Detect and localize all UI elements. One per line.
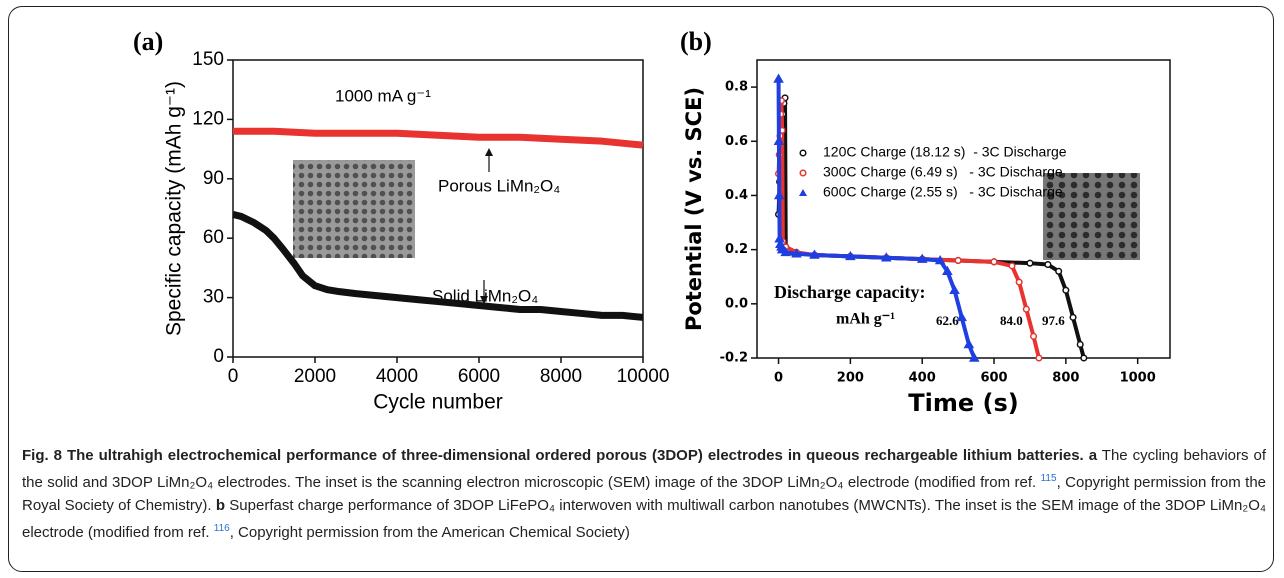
y-axis-label: Specific capacity (mAh g⁻¹) xyxy=(163,81,186,336)
x-tick-label: 6000 xyxy=(458,366,500,387)
reference[interactable]: 116 xyxy=(213,523,230,534)
y-tick-label: 30 xyxy=(203,287,224,308)
y-tick-label: 120 xyxy=(192,108,224,129)
caption-text: Superfast charge performance of 3DOP LiF… xyxy=(22,497,1266,541)
x-tick-label: 400 xyxy=(909,371,936,386)
caption-text: The cycling behaviors of the solid and 3… xyxy=(22,447,1266,491)
caption-text: , Copyright permission from the Royal So… xyxy=(22,474,1267,514)
y-tick-label: 0.6 xyxy=(725,134,748,149)
caption-text: , Copyright permission from the American… xyxy=(229,524,630,541)
marker xyxy=(1022,305,1030,313)
panel-label: a xyxy=(1088,447,1098,464)
marker xyxy=(1026,259,1034,267)
annotation: 1000 mA g⁻¹ xyxy=(335,86,431,105)
y-tick-label: 0.0 xyxy=(725,296,748,311)
marker xyxy=(773,135,785,146)
marker xyxy=(942,265,953,276)
plot-frame xyxy=(756,59,1171,359)
legend-marker xyxy=(799,189,807,196)
plot-frame xyxy=(232,59,644,358)
marker xyxy=(845,250,856,261)
marker xyxy=(916,253,928,263)
marker xyxy=(1015,278,1023,286)
x-axis-label: Cycle number xyxy=(373,391,503,414)
marker xyxy=(880,252,892,262)
caption: Fig. 8 The ultrahigh electrochemical per… xyxy=(22,444,1266,544)
annotation: mAh g⁻¹ xyxy=(836,311,895,328)
x-tick-label: 0 xyxy=(228,366,239,387)
series-line xyxy=(233,127,644,149)
x-tick-label: 600 xyxy=(980,371,1007,386)
marker xyxy=(954,256,962,265)
x-tick-label: 10000 xyxy=(617,366,670,387)
marker xyxy=(934,254,946,265)
marker xyxy=(1035,354,1043,362)
panel-label: (a) xyxy=(133,27,163,56)
caption-title: Fig. 8 The ultrahigh electrochemical per… xyxy=(22,447,1084,464)
y-tick-label: 0 xyxy=(213,346,224,367)
annotation: 97.6 xyxy=(1042,313,1065,328)
marker xyxy=(780,246,792,257)
marker xyxy=(1080,354,1088,362)
panel-label: (b) xyxy=(680,27,712,56)
y-tick-label: 150 xyxy=(192,49,224,70)
arrow xyxy=(485,148,493,156)
charts: (a) (b) 1000 mA g⁻¹ Porous LiMn₂O₄ Solid… xyxy=(133,27,1171,417)
y-tick-label: 0.2 xyxy=(725,242,748,257)
y-tick-label: 0.4 xyxy=(725,188,748,203)
marker xyxy=(809,249,820,259)
series-line xyxy=(232,211,644,321)
arrow xyxy=(480,296,488,304)
x-tick-label: 200 xyxy=(837,371,864,386)
x-tick-label: 0 xyxy=(774,371,783,386)
marker xyxy=(963,338,975,349)
inset-image xyxy=(1043,173,1140,260)
marker xyxy=(968,352,980,362)
marker xyxy=(949,284,960,295)
marker xyxy=(1029,332,1038,340)
panel-label: b xyxy=(215,497,226,514)
marker xyxy=(990,258,998,266)
series-label: Porous LiMn₂O₄ xyxy=(438,176,560,195)
frame xyxy=(8,6,1274,572)
y-axis-label: Potential (V vs. SCE) xyxy=(682,87,706,331)
marker xyxy=(791,248,802,258)
reference[interactable]: 115 xyxy=(1040,473,1057,484)
legend-label: 600C Charge (2.55 s) - 3C Discharge xyxy=(823,184,1063,200)
y-tick-label: 60 xyxy=(203,227,224,248)
marker xyxy=(956,311,967,322)
marker xyxy=(773,189,785,200)
marker xyxy=(1076,340,1084,349)
annotation: Discharge capacity: xyxy=(774,282,925,302)
marker xyxy=(773,73,784,83)
y-tick-label: 0.8 xyxy=(725,80,748,95)
inset-image xyxy=(293,160,415,258)
x-tick-label: 800 xyxy=(1052,371,1079,386)
marker xyxy=(1055,267,1063,275)
y-tick-label: 90 xyxy=(203,168,224,189)
x-tick-label: 4000 xyxy=(376,366,418,387)
legend-label: 300C Charge (6.49 s) - 3C Discharge xyxy=(823,164,1063,180)
y-tick-label: -0.2 xyxy=(720,351,748,366)
marker xyxy=(1062,286,1070,294)
annotation: 62.6 xyxy=(936,313,959,328)
legend-label: 120C Charge (18.12 s) - 3C Discharge xyxy=(823,144,1067,160)
marker xyxy=(1044,260,1052,269)
x-axis-label: Time (s) xyxy=(908,389,1018,417)
legend-marker xyxy=(799,169,807,177)
series-line xyxy=(776,95,1086,359)
marker xyxy=(1069,313,1077,321)
legend-marker xyxy=(799,149,807,157)
marker xyxy=(1008,262,1016,270)
x-tick-label: 1000 xyxy=(1120,371,1156,386)
annotation: 84.0 xyxy=(1000,313,1023,328)
x-tick-label: 2000 xyxy=(294,366,336,387)
x-tick-label: 8000 xyxy=(540,366,582,387)
